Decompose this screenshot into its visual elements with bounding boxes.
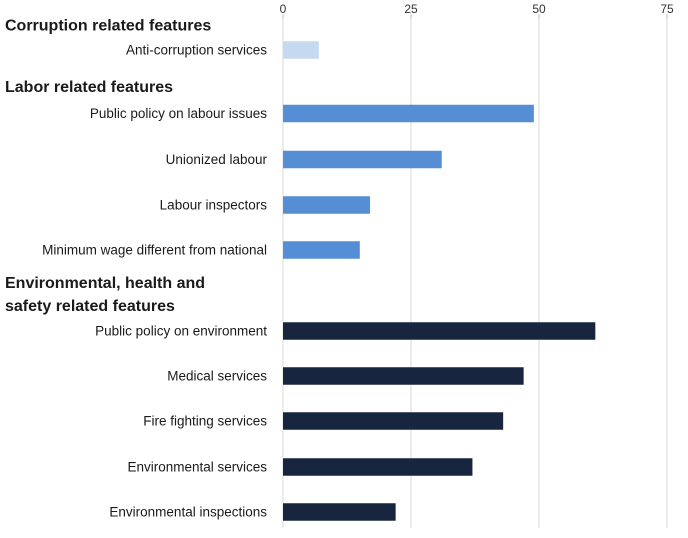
x-tick-label: 25 — [404, 2, 418, 16]
x-tick-label: 0 — [280, 2, 287, 16]
bar — [283, 41, 319, 59]
group-label: Labor related features — [5, 79, 173, 96]
category-label: Medical services — [167, 369, 267, 384]
group-label: Corruption related features — [5, 18, 211, 35]
category-label: Unionized labour — [166, 152, 268, 167]
group-label: safety related features — [5, 298, 175, 315]
bar — [283, 196, 371, 214]
bar — [283, 503, 396, 521]
category-label: Labour inspectors — [160, 198, 268, 213]
bar — [283, 412, 504, 430]
x-tick-label: 50 — [532, 2, 546, 16]
bar — [283, 150, 442, 169]
bar — [283, 241, 360, 259]
bar — [283, 104, 534, 123]
bar — [283, 367, 524, 385]
category-label: Anti-corruption services — [126, 43, 267, 58]
category-label: Environmental inspections — [109, 505, 267, 520]
bar — [283, 322, 596, 340]
category-label: Fire fighting services — [143, 414, 267, 429]
x-tick-label: 75 — [660, 2, 674, 16]
bar — [283, 458, 473, 476]
category-label: Public policy on labour issues — [90, 106, 267, 121]
category-label: Public policy on environment — [95, 324, 267, 339]
category-label: Environmental services — [127, 460, 267, 475]
category-label: Minimum wage different from national — [42, 243, 267, 258]
group-label: Environmental, health and — [5, 275, 205, 292]
